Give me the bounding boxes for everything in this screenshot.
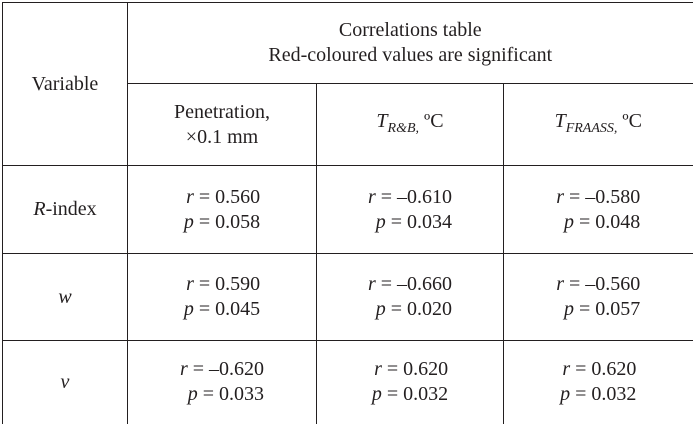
value-line: r = 0.590	[186, 273, 261, 295]
header-line: Penetration,	[173, 100, 271, 123]
value-cell: r = –0.660 p = 0.020	[316, 253, 504, 341]
variable-cell: v	[2, 340, 128, 424]
value-cell: r = –0.560 p = 0.057	[502, 253, 693, 341]
value-line: p = 0.048	[564, 210, 641, 233]
value-box: r = –0.580 p = 0.048	[556, 185, 640, 235]
value-line: p = 0.032	[371, 383, 449, 406]
value-line: r = –0.560	[556, 273, 641, 295]
table-title: Correlations table Red-coloured values ar…	[126, 2, 693, 84]
value-line: r = 0.620	[562, 358, 637, 381]
value-cell: r = –0.620 p = 0.033	[127, 340, 317, 424]
column-header: Penetration, ×0.1 mm	[127, 83, 317, 166]
value-box: r = –0.660 p = 0.020	[368, 272, 452, 322]
unit: ºC	[622, 109, 642, 132]
value-cell: r = –0.580 p = 0.048	[502, 165, 693, 254]
value-cell: r = –0.610 p = 0.034	[316, 165, 504, 254]
value-cell: r = 0.590 p = 0.045	[127, 253, 317, 341]
title-line: Red-coloured values are significant	[268, 44, 553, 66]
value-cell: r = 0.620 p = 0.032	[316, 340, 504, 424]
value-box: r = –0.610 p = 0.034	[368, 185, 452, 235]
value-line: p = 0.033	[187, 383, 265, 406]
value-line: r = –0.660	[367, 273, 453, 295]
value-box: r = 0.560 p = 0.058	[184, 185, 260, 235]
value-box: r = –0.620 p = 0.033	[180, 357, 264, 407]
value-box: r = –0.560 p = 0.057	[556, 272, 640, 322]
variable: R-index	[33, 198, 97, 220]
subscript: FRAASS,	[565, 120, 618, 136]
value-line: p = 0.057	[564, 298, 641, 320]
symbol: T	[376, 109, 388, 132]
value-cell: r = 0.560 p = 0.058	[127, 165, 317, 254]
value-line: r = 0.620	[374, 358, 449, 381]
title-line: Correlations table	[338, 19, 482, 41]
value-line: p = 0.045	[183, 298, 261, 320]
value-line: r = –0.620	[179, 358, 265, 381]
value-line: r = –0.610	[367, 185, 453, 208]
variable-header: Variable	[2, 2, 128, 166]
data-row: R-index r = 0.560 p = 0.058 r = –0.610 p = 0…	[2, 165, 693, 254]
value-box: r = 0.620 p = 0.032	[372, 357, 448, 407]
value-line: p = 0.034	[375, 210, 453, 233]
value-line: p = 0.020	[375, 298, 453, 320]
value-line: r = 0.560	[186, 185, 261, 208]
value-line: r = –0.580	[556, 185, 641, 208]
variable: v	[60, 370, 70, 393]
symbol: T	[554, 109, 566, 132]
unit: ºC	[424, 109, 444, 132]
variable-cell: R-index	[2, 165, 128, 254]
variable: w	[58, 285, 72, 308]
header-row: Variable Correlations table Red-coloured …	[2, 2, 693, 166]
value-box: r = 0.590 p = 0.045	[184, 272, 260, 322]
value-line: p = 0.032	[560, 383, 637, 406]
variable-cell: w	[2, 253, 128, 341]
value-line: p = 0.058	[183, 210, 261, 233]
subscript: R&B,	[387, 120, 420, 136]
header-line: ×0.1 mm	[185, 125, 259, 148]
value-cell: r = 0.620 p = 0.032	[502, 340, 693, 424]
column-header-row: Penetration, ×0.1 mm TR&B, ºC TFRAASS, ºC	[3, 83, 693, 166]
value-box: r = 0.620 p = 0.032	[560, 357, 636, 407]
column-header: TFRAASS, ºC	[502, 83, 693, 166]
column-header: TR&B, ºC	[316, 83, 504, 166]
